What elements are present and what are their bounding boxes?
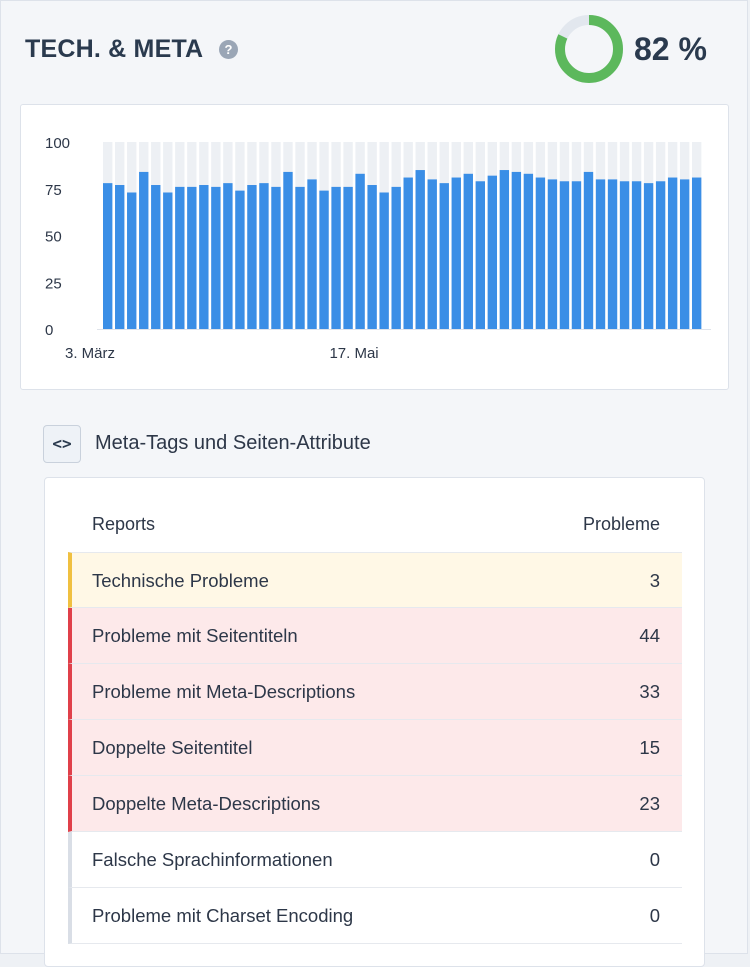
bar — [223, 183, 233, 329]
column-header-reports: Reports — [92, 514, 156, 534]
bar — [319, 190, 329, 329]
bar — [427, 179, 437, 329]
bar — [115, 185, 125, 329]
bar — [271, 186, 281, 329]
bar — [559, 181, 570, 329]
bar — [691, 177, 702, 329]
bar — [619, 181, 630, 329]
bar — [403, 177, 413, 329]
reports-table-card: Reports Probleme Technische Probleme 3 Pro… — [44, 477, 705, 967]
row-value: 15 — [639, 737, 660, 758]
score-value: 82 % — [634, 31, 707, 67]
bar — [571, 181, 582, 329]
table-row[interactable]: Technische Probleme 3 — [68, 552, 682, 608]
bar — [139, 171, 149, 329]
bar — [151, 185, 161, 329]
bar — [451, 177, 461, 329]
table-row[interactable]: Probleme mit Seitentiteln 44 — [68, 608, 682, 664]
bar — [367, 185, 377, 329]
row-label: Falsche Sprachinformationen — [92, 849, 333, 870]
bar — [211, 186, 221, 329]
bar — [355, 173, 365, 329]
bar — [187, 186, 197, 329]
bar — [679, 179, 690, 329]
bar — [415, 170, 425, 329]
row-label: Technische Probleme — [92, 570, 269, 591]
bar — [295, 186, 305, 329]
bar — [439, 183, 449, 329]
bar — [463, 173, 473, 329]
bar — [511, 171, 522, 329]
bar — [127, 192, 137, 329]
column-header-problems: Probleme — [582, 514, 660, 534]
question-circle-icon[interactable]: ? — [219, 40, 238, 59]
bar — [247, 185, 257, 329]
table-body: Technische Probleme 3 Probleme mit Seitent… — [68, 552, 682, 944]
bar — [103, 183, 113, 329]
bar — [535, 177, 546, 329]
y-tick-label: 25 — [45, 275, 62, 292]
table-row[interactable]: Falsche Sprachinformationen 0 — [68, 832, 682, 888]
bar-chart: 100 75 50 25 0 3. März 17. Mai — [45, 135, 711, 362]
bar — [475, 181, 485, 329]
row-label: Doppelte Seitentitel — [92, 737, 253, 758]
bar — [235, 190, 245, 329]
bar — [175, 186, 185, 329]
donut-fill — [555, 15, 623, 83]
meta-tags-section: <> Meta-Tags und Seiten-Attribute Report… — [20, 390, 729, 967]
bar — [631, 181, 642, 329]
bar — [199, 185, 209, 329]
row-value: 44 — [639, 625, 660, 646]
table-row[interactable]: Probleme mit Charset Encoding 0 — [68, 888, 682, 944]
panel-title: TECH. & META — [25, 35, 204, 63]
row-value: 33 — [639, 681, 660, 702]
bar — [259, 183, 269, 329]
bar — [343, 186, 353, 329]
x-tick-label: 17. Mai — [329, 345, 378, 362]
row-value: 23 — [639, 793, 660, 814]
table-row[interactable]: Doppelte Seitentitel 15 — [68, 720, 682, 776]
score-donut — [555, 15, 623, 83]
y-tick-label: 50 — [45, 229, 62, 246]
row-value: 0 — [649, 849, 660, 870]
panel-header: TECH. & META ? 82 % — [23, 15, 723, 83]
bar — [595, 179, 606, 329]
row-label: Probleme mit Seitentiteln — [92, 625, 298, 646]
bar — [655, 181, 666, 329]
row-value: 0 — [649, 905, 660, 926]
bar — [607, 179, 618, 329]
bar — [487, 175, 498, 329]
bar — [643, 183, 654, 329]
bar — [391, 186, 401, 329]
y-tick-label: 0 — [45, 322, 53, 339]
bar — [379, 192, 389, 329]
row-label: Probleme mit Meta-Descriptions — [92, 681, 356, 702]
bar — [163, 192, 173, 329]
y-tick-label: 100 — [45, 135, 70, 152]
code-brackets-icon[interactable]: <> — [43, 425, 81, 463]
bar — [283, 171, 293, 329]
bar — [523, 173, 534, 329]
bar — [547, 179, 558, 329]
bar — [307, 179, 317, 329]
y-tick-label: 75 — [45, 182, 62, 199]
table-header: Reports Probleme — [68, 498, 682, 552]
table-row[interactable]: Doppelte Meta-Descriptions 23 — [68, 776, 682, 832]
bar — [499, 170, 510, 329]
row-value: 3 — [649, 570, 660, 591]
table-row[interactable]: Probleme mit Meta-Descriptions 33 — [68, 664, 682, 720]
x-tick-label: 3. März — [65, 345, 115, 362]
row-label: Probleme mit Charset Encoding — [92, 905, 354, 926]
bar — [667, 177, 678, 329]
row-label: Doppelte Meta-Descriptions — [92, 793, 321, 814]
bar — [331, 186, 341, 329]
chart-card: 100 75 50 25 0 3. März 17. Mai — [20, 104, 729, 390]
section-title: Meta-Tags und Seiten-Attribute — [95, 432, 371, 454]
bar — [583, 171, 594, 329]
